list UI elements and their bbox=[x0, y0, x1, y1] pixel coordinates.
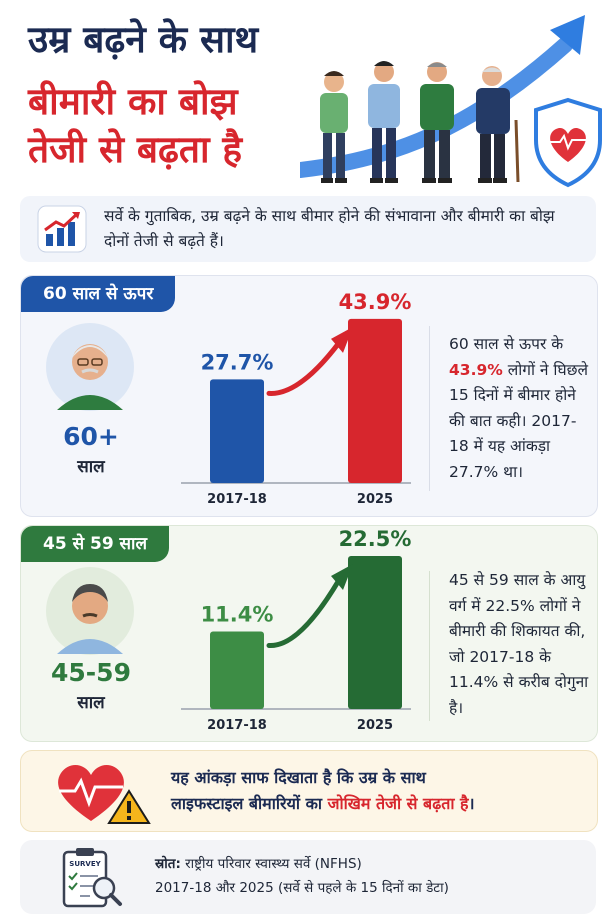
category-label: 2025 bbox=[357, 492, 393, 507]
bar-value-label: 11.4% bbox=[201, 602, 274, 626]
bar-value-label: 27.7% bbox=[201, 350, 274, 374]
intro-box: सर्वे के गुताबिक, उम्र बढ़ने के साथ बीमा… bbox=[20, 196, 596, 262]
bar-chart-60-plus: 27.7% 2017-18 43.9% 2025 bbox=[181, 290, 412, 507]
title-line-1: उम्र बढ़ने के साथ bbox=[28, 18, 259, 61]
person-middle-aged-icon bbox=[420, 62, 454, 183]
source-text: स्रोत: राष्ट्रीय परिवार स्वास्थ्य सर्वे … bbox=[155, 856, 449, 896]
divider bbox=[429, 326, 430, 491]
title-line-3: तेजी से बढ़ता है bbox=[28, 128, 243, 171]
shield-heart-icon bbox=[534, 97, 602, 188]
person-adult-icon bbox=[368, 61, 400, 183]
panel-60-plus: 60 साल से ऊपर 60+ साल 27.7% 2017-18 43.9% 2… bbox=[20, 275, 598, 517]
header-illustration bbox=[300, 15, 602, 188]
person-elderly-icon bbox=[476, 66, 520, 183]
category-label: 2017-18 bbox=[207, 718, 267, 733]
bar-chart-45-59: 11.4% 2017-18 22.5% 2025 bbox=[181, 527, 412, 733]
age-group-unit: साल bbox=[77, 457, 105, 477]
age-group-label: 60+ bbox=[63, 422, 119, 451]
bar-2017-18 bbox=[210, 379, 264, 483]
category-label: 2017-18 bbox=[207, 492, 267, 507]
bar-value-label: 43.9% bbox=[339, 290, 412, 314]
growth-arrow-head bbox=[331, 326, 353, 353]
age-group-unit: साल bbox=[77, 693, 105, 713]
age-group-label: 45-59 bbox=[51, 658, 131, 687]
middle-aged-man-avatar bbox=[46, 567, 134, 655]
bar-2025 bbox=[348, 556, 402, 709]
survey-clipboard-icon: SURVEY bbox=[62, 848, 122, 908]
growth-arrow bbox=[266, 577, 342, 648]
bar-2017-18 bbox=[210, 631, 264, 709]
panel-tag-45-59: 45 से 59 साल bbox=[21, 526, 169, 562]
warning-box: यह आंकड़ा साफ दिखाता है कि उम्र के साथ ल… bbox=[20, 750, 598, 832]
bar-chart-rising-icon bbox=[37, 205, 87, 253]
source-label: स्रोत: bbox=[155, 856, 181, 872]
warning-text: यह आंकड़ा साफ दिखाता है कि उम्र के साथ ल… bbox=[171, 768, 475, 813]
heart-warning-icon bbox=[58, 764, 151, 824]
elderly-man-avatar bbox=[46, 323, 134, 411]
person-young-icon bbox=[320, 71, 348, 183]
bar-value-label: 22.5% bbox=[339, 527, 412, 551]
survey-clipboard-label: SURVEY bbox=[69, 860, 101, 868]
category-label: 2025 bbox=[357, 718, 393, 733]
panel-60-description: 60 साल से ऊपर के 43.9% लोगों ने घिछले 15… bbox=[449, 335, 588, 481]
intro-text: सर्वे के गुताबिक, उम्र बढ़ने के साथ बीमा… bbox=[104, 207, 555, 250]
panel-tag-60-plus: 60 साल से ऊपर bbox=[21, 276, 176, 312]
growth-arrow bbox=[266, 340, 342, 396]
source-box: SURVEY स्रोत: राष्ट्रीय परिवार स्वास्थ्य… bbox=[20, 840, 596, 914]
title-line-2: बीमारी का बोझ bbox=[28, 80, 238, 123]
divider bbox=[429, 571, 430, 721]
panel-45-59: 45 से 59 साल 45-59 साल 11.4% 2017-18 22.5%… bbox=[20, 525, 598, 742]
growth-arrow-head bbox=[331, 564, 353, 590]
panel-45-description: 45 से 59 साल के आयु वर्ग में 22.5% लोगों… bbox=[449, 571, 589, 717]
bar-2025 bbox=[348, 318, 402, 483]
